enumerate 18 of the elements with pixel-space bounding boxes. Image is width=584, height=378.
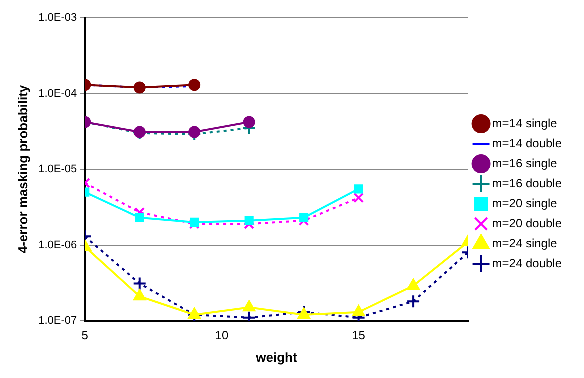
legend-label: m=20 single <box>492 196 558 210</box>
legend-label: m=20 double <box>492 216 562 230</box>
y-axis-title: 4-error masking probability <box>15 84 30 254</box>
y-tick-label: 1.0E-03 <box>38 12 78 24</box>
y-tick-label: 1.0E-07 <box>38 315 78 328</box>
legend-label: m=14 single <box>492 116 558 130</box>
x-tick-label: 5 <box>82 328 89 343</box>
legend-label: m=24 double <box>492 256 562 270</box>
x-tick-label: 15 <box>352 328 366 343</box>
legend-label: m=14 double <box>492 136 562 150</box>
x-axis-title: weight <box>255 350 298 365</box>
x-tick-label: 10 <box>215 328 229 343</box>
legend-label: m=16 single <box>492 156 558 170</box>
y-tick-label: 1.0E-05 <box>38 164 78 176</box>
legend-label: m=16 double <box>492 176 562 190</box>
y-tick-label: 1.0E-06 <box>38 239 78 252</box>
legend-label: m=24 single <box>492 236 558 250</box>
y-tick-label: 1.0E-04 <box>38 88 78 100</box>
